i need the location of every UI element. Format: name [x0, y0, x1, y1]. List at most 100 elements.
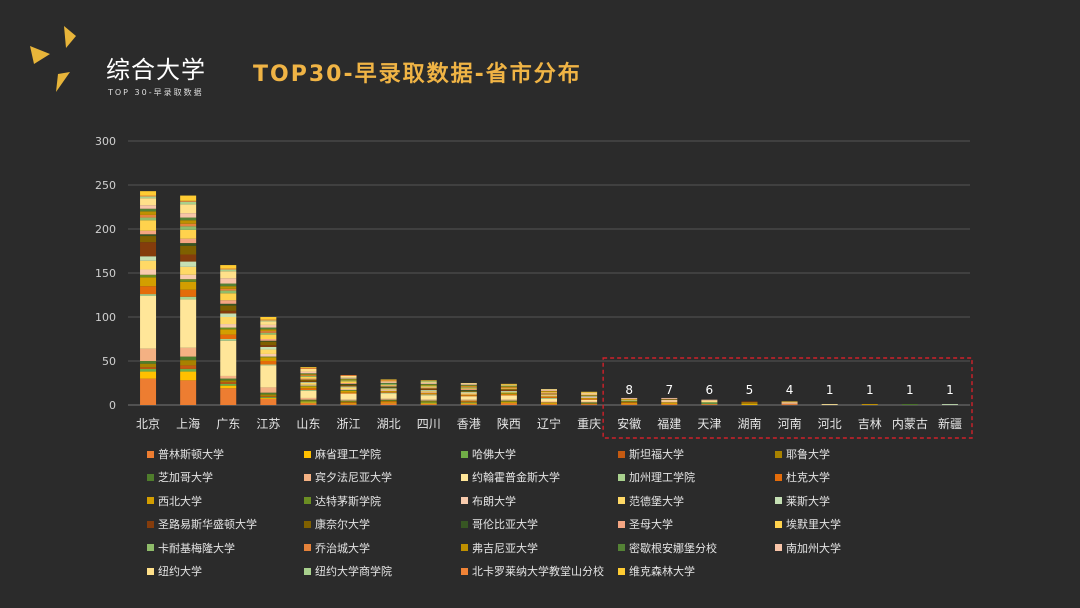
legend-item: 乔治城大学 [304, 540, 370, 556]
bar-segment [340, 379, 357, 381]
bar-segment [420, 385, 437, 387]
legend-item: 杜克大学 [775, 469, 830, 485]
bar-segment [260, 339, 277, 341]
bar-segment [260, 334, 277, 339]
bar-segment [220, 288, 237, 291]
bar-segment [300, 401, 317, 403]
legend-item: 弗吉尼亚大学 [461, 540, 538, 556]
highlight-box [602, 357, 973, 439]
x-tick-label: 四川 [417, 417, 441, 431]
bar-segment [340, 381, 357, 383]
logo-triangle-left [30, 46, 50, 64]
data-label: 1 [906, 383, 914, 397]
bar-segment [380, 383, 397, 384]
bar-segment [500, 393, 517, 395]
legend-item: 圣路易斯华盛顿大学 [147, 516, 257, 532]
y-tick-label: 100 [95, 311, 116, 324]
bar-segment [260, 392, 277, 395]
bar-segment [420, 386, 437, 388]
x-tick-label: 福建 [657, 416, 681, 431]
bar-segment [180, 243, 197, 246]
legend-swatch [618, 473, 625, 481]
legend-label: 哈佛大学 [472, 448, 516, 461]
x-tick-label: 河南 [778, 416, 802, 431]
bar-segment [701, 399, 718, 401]
bar-segment [180, 299, 197, 348]
legend-swatch [147, 473, 154, 481]
bar-segment [581, 392, 598, 394]
bar-segment [140, 277, 157, 287]
bar-segment [500, 391, 517, 393]
legend-item: 卡耐基梅隆大学 [147, 540, 235, 556]
bar-segment [220, 380, 237, 383]
bar-segment [300, 374, 317, 376]
legend-item: 麻省理工学院 [304, 446, 381, 462]
legend-label: 北卡罗莱纳大学教堂山分校 [472, 565, 604, 578]
bar-segment [380, 387, 397, 389]
legend-item: 斯坦福大学 [618, 446, 684, 462]
logo-triangle-top [64, 26, 76, 48]
bar-segment [340, 390, 357, 393]
bar-segment [500, 399, 517, 401]
bar-segment [541, 396, 557, 398]
bar-segment [500, 390, 517, 391]
bar-segment [701, 402, 718, 404]
bar-segment [541, 401, 557, 403]
brand-subtitle: TOP 30-早录取数据 [108, 88, 204, 97]
data-label: 8 [625, 383, 633, 397]
bar-segment [541, 403, 557, 405]
legend-label: 布朗大学 [472, 494, 516, 508]
bar-segment [460, 390, 477, 392]
bar-segment [460, 383, 477, 385]
data-label: 7 [665, 383, 673, 397]
legend-swatch [618, 450, 625, 458]
legend-label: 西北大学 [158, 494, 202, 508]
legend-item: 加州理工学院 [618, 469, 695, 485]
legend-label: 康奈尔大学 [315, 518, 370, 532]
data-label: 4 [786, 383, 794, 397]
page-title: TOP30-早录取数据-省市分布 [253, 62, 582, 87]
bar-segment [420, 395, 437, 400]
legend-swatch [304, 450, 311, 458]
bar-segment [220, 265, 237, 269]
bar-segment [340, 386, 357, 388]
bar-segment [380, 380, 397, 382]
bar-segment [340, 400, 357, 402]
bar-segment [541, 402, 557, 404]
bar-segment [180, 213, 197, 218]
bar-segment [260, 361, 277, 365]
bar-segment [300, 379, 317, 382]
legend-swatch [304, 473, 311, 481]
legend-label: 斯坦福大学 [629, 448, 684, 461]
bar-segment [180, 266, 197, 275]
bar-segment [340, 404, 357, 405]
legend-label: 范德堡大学 [629, 494, 684, 508]
bar-segment [741, 404, 758, 405]
legend-label: 圣母大学 [629, 518, 673, 532]
x-tick-label: 河北 [818, 417, 842, 431]
legend-item: 圣母大学 [618, 516, 673, 532]
bar-segment [220, 385, 237, 389]
bar-segment [340, 375, 357, 378]
bar-segment [140, 348, 157, 361]
bar-segment [380, 390, 397, 392]
legend-item: 康奈尔大学 [304, 516, 370, 532]
bar-segment [220, 317, 237, 325]
bar-segment [180, 226, 197, 230]
y-tick-label: 300 [95, 135, 116, 148]
bar-segment [541, 392, 557, 394]
bar-segment [420, 382, 437, 383]
bar-segment [460, 384, 477, 386]
bar-segment [180, 281, 197, 290]
bar-segment [300, 368, 317, 369]
bar-segment [541, 390, 557, 392]
bar-segment [380, 386, 397, 388]
data-label: 1 [946, 383, 954, 397]
legend-label: 约翰霍普金斯大学 [472, 471, 560, 485]
bar-segment [260, 324, 277, 328]
bar-segment [500, 387, 517, 389]
bar-segment [300, 400, 317, 402]
bar-segment [140, 217, 157, 221]
bar-segment [500, 403, 517, 405]
x-tick-label: 湖南 [737, 416, 761, 431]
